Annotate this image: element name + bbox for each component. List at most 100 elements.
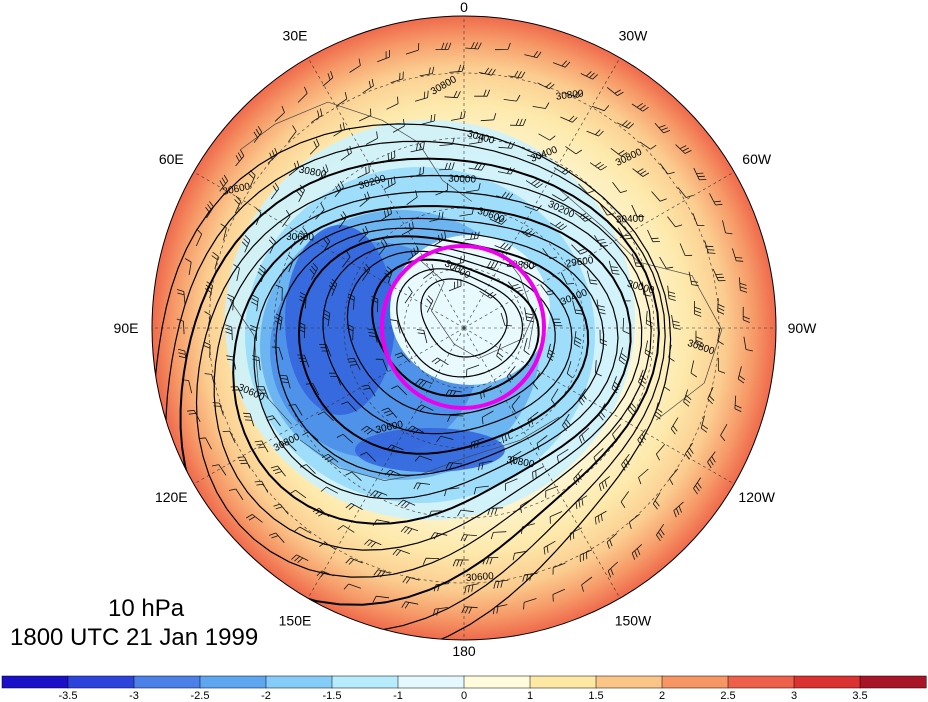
wind-barb bbox=[732, 248, 744, 262]
wind-barb bbox=[506, 365, 516, 383]
wind-barb bbox=[333, 122, 345, 137]
wind-barb bbox=[372, 595, 390, 603]
colorbar-tick-label: -3 bbox=[129, 690, 139, 702]
wind-barb bbox=[670, 417, 679, 435]
wind-barb bbox=[550, 313, 563, 327]
wind-barb bbox=[579, 549, 593, 563]
wind-barb bbox=[464, 231, 480, 241]
wind-barb bbox=[400, 526, 419, 535]
wind-barb bbox=[431, 357, 449, 366]
wind-barb bbox=[225, 324, 233, 341]
wind-barb bbox=[347, 293, 355, 310]
wind-barb bbox=[297, 86, 308, 103]
wind-barb bbox=[734, 395, 742, 412]
colorbar-swatch bbox=[859, 675, 927, 689]
wind-barb bbox=[717, 327, 724, 345]
contour-line bbox=[253, 217, 619, 500]
wind-barb bbox=[671, 315, 681, 330]
wind-barb bbox=[291, 554, 309, 563]
wind-barb bbox=[406, 425, 424, 435]
colorbar: -3.5 -3 -2.5 -2 -1.5 -1 0 1 1.5 2 2.5 3 3.5 bbox=[1, 675, 927, 702]
meridian bbox=[463, 327, 735, 485]
wind-barb bbox=[432, 607, 448, 616]
wind-barb bbox=[384, 469, 403, 477]
wind-barb bbox=[527, 411, 539, 427]
wind-barb bbox=[549, 511, 563, 524]
colorbar-swatch bbox=[199, 675, 267, 689]
wind-barb bbox=[659, 256, 674, 269]
wind-barb bbox=[365, 131, 378, 145]
wind-barb bbox=[490, 531, 507, 540]
wind-barb bbox=[429, 211, 444, 222]
anomaly-region bbox=[355, 428, 505, 472]
wind-barb bbox=[621, 453, 630, 471]
wind-barb bbox=[617, 227, 632, 240]
wind-barb bbox=[707, 386, 715, 405]
wind-barb bbox=[575, 495, 588, 510]
wind-barb bbox=[743, 336, 753, 352]
wind-barb bbox=[631, 102, 649, 112]
wind-barb bbox=[639, 141, 657, 150]
wind-barb bbox=[683, 389, 692, 407]
wind-barb bbox=[652, 492, 661, 510]
contour-line bbox=[346, 250, 556, 416]
wind-barb bbox=[359, 191, 370, 208]
wind-barb bbox=[198, 437, 212, 450]
wind-barb bbox=[591, 105, 610, 112]
wind-barb bbox=[505, 478, 518, 491]
wind-barb bbox=[237, 456, 251, 469]
wind-barb bbox=[589, 161, 607, 171]
wind-barb bbox=[287, 254, 294, 273]
lon-label: 30E bbox=[283, 27, 308, 43]
wind-barb bbox=[573, 331, 582, 348]
wind-barb bbox=[551, 194, 570, 202]
wind-barb bbox=[656, 523, 665, 542]
wind-barb bbox=[436, 435, 454, 443]
colorbar-tick-label: 1.5 bbox=[588, 690, 603, 702]
wind-barb bbox=[334, 180, 344, 198]
contour-label: 30800 bbox=[298, 164, 328, 180]
contour-label: 30000 bbox=[448, 174, 477, 186]
wind-barb bbox=[538, 133, 556, 141]
wind-barb bbox=[524, 50, 542, 58]
wind-barb bbox=[294, 526, 312, 534]
wind-barb bbox=[611, 376, 620, 394]
wind-barb bbox=[709, 193, 723, 206]
wind-barb bbox=[312, 507, 330, 518]
coastline bbox=[299, 416, 560, 481]
wind-barb bbox=[511, 395, 521, 413]
meridian bbox=[463, 171, 735, 329]
wind-barb bbox=[460, 534, 477, 542]
wind-barb bbox=[694, 301, 702, 317]
wind-barb bbox=[315, 203, 325, 220]
wind-barb bbox=[337, 525, 355, 533]
wind-barb bbox=[375, 358, 388, 372]
wind-barb bbox=[288, 160, 300, 176]
lon-label: 60W bbox=[742, 151, 772, 167]
wind-barb bbox=[481, 410, 494, 425]
wind-barb bbox=[473, 485, 489, 495]
wind-barb bbox=[361, 384, 376, 397]
meridian bbox=[307, 57, 465, 329]
wind-barb bbox=[452, 559, 469, 567]
wind-barb bbox=[524, 205, 542, 211]
wind-barb bbox=[704, 240, 716, 254]
contour-line bbox=[371, 258, 540, 397]
wind-barb bbox=[367, 328, 378, 343]
wind-barb bbox=[520, 260, 538, 269]
colorbar-swatch bbox=[397, 675, 465, 689]
wind-barb bbox=[508, 70, 526, 79]
meridian bbox=[193, 171, 465, 329]
wind-barb bbox=[487, 507, 504, 516]
wind-barb bbox=[685, 442, 694, 460]
contour-label: 30400 bbox=[616, 213, 645, 225]
anomaly-core bbox=[390, 235, 550, 385]
wind-barb bbox=[693, 167, 707, 181]
wind-barb bbox=[556, 448, 569, 464]
wind-barb bbox=[654, 122, 671, 134]
wind-barb bbox=[616, 120, 634, 129]
contour-line bbox=[297, 235, 590, 455]
wind-barb bbox=[560, 272, 575, 285]
lon-label: 180 bbox=[452, 643, 476, 659]
